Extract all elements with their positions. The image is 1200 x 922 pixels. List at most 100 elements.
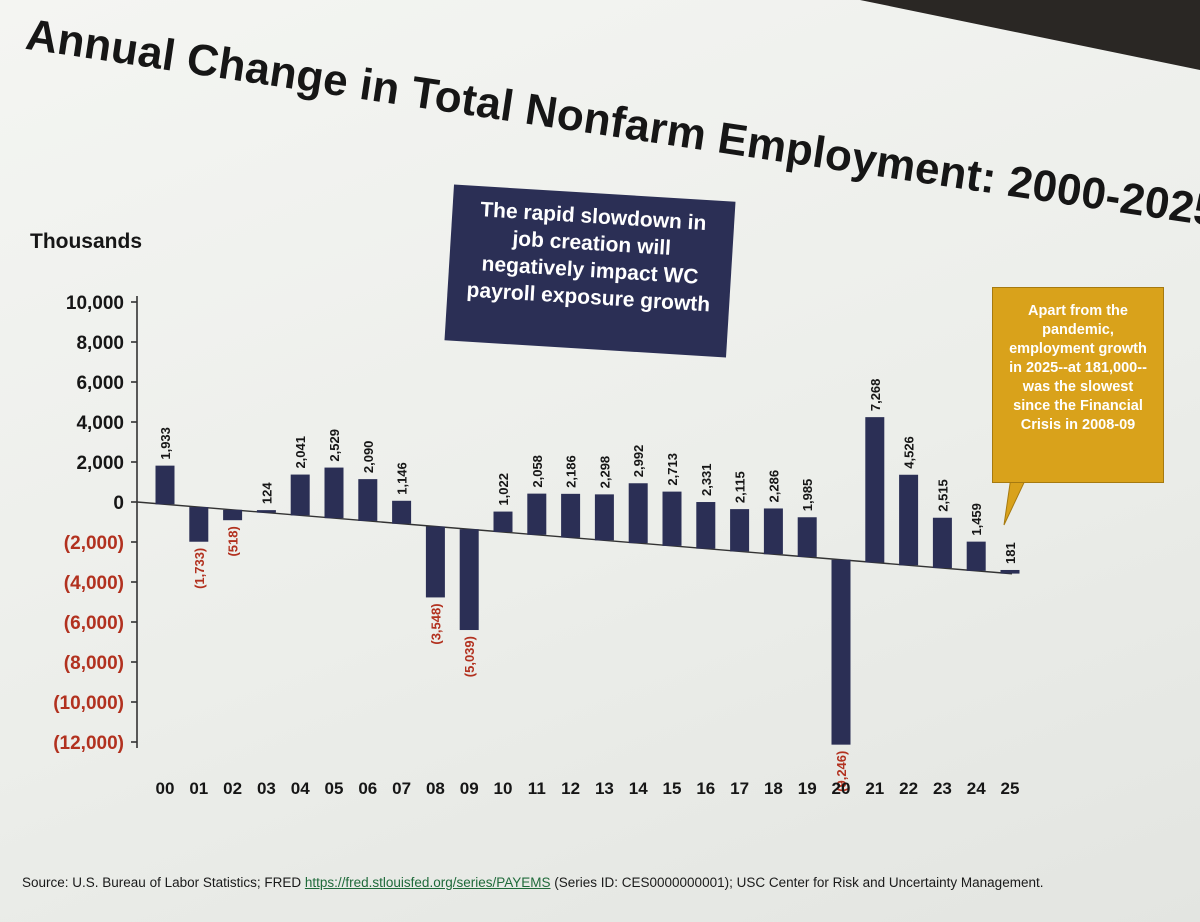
- bar: [628, 483, 648, 544]
- x-tick-label: 03: [257, 779, 276, 798]
- data-label: 4,526: [902, 436, 917, 469]
- x-tick-label: 15: [663, 779, 682, 798]
- fred-link[interactable]: https://fred.stlouisfed.org/series/PAYEM…: [304, 875, 551, 890]
- y-axis-label: Thousands: [30, 230, 143, 253]
- data-label: 2,041: [293, 436, 308, 469]
- y-tick-label: (8,000): [64, 653, 124, 674]
- x-tick-label: 05: [325, 779, 344, 798]
- y-tick-label: (2,000): [64, 533, 124, 554]
- bar: [696, 502, 716, 549]
- data-label: 1,146: [395, 462, 410, 495]
- data-label: (9,246): [834, 751, 849, 792]
- data-label: 2,090: [361, 441, 376, 474]
- x-tick-label: 24: [967, 779, 986, 798]
- x-tick-label: 16: [696, 779, 715, 798]
- x-tick-label: 01: [189, 779, 208, 798]
- y-tick-label: 4,000: [76, 413, 124, 434]
- y-tick-label: 8,000: [76, 333, 124, 354]
- data-label: (1,733): [192, 548, 207, 589]
- x-tick-label: 22: [899, 779, 918, 798]
- pandemic-callout: Apart from the pandemic, employment grow…: [992, 287, 1164, 483]
- bar: [425, 526, 445, 598]
- data-label: 1,459: [969, 503, 984, 536]
- data-label: 124: [259, 482, 274, 504]
- data-label: (518): [226, 526, 241, 556]
- y-tick-label: (12,000): [53, 733, 124, 754]
- y-tick-label: 0: [113, 493, 124, 514]
- bar: [324, 467, 344, 519]
- data-label: 1,933: [158, 427, 173, 460]
- x-tick-label: 20: [832, 779, 851, 798]
- data-label: 1,985: [800, 479, 815, 512]
- x-tick-label: 21: [865, 779, 884, 798]
- bar: [561, 493, 581, 538]
- x-tick-label: 11: [528, 779, 546, 798]
- data-label: 2,713: [665, 453, 680, 486]
- y-tick-label: (10,000): [53, 693, 124, 714]
- x-tick-label: 25: [1001, 779, 1020, 798]
- bar: [155, 465, 175, 505]
- data-label: 1,022: [496, 473, 511, 506]
- bar: [358, 479, 378, 521]
- data-label: (5,039): [462, 636, 477, 677]
- slowdown-callout: The rapid slowdown in job creation will …: [444, 184, 736, 358]
- y-tick-label: 6,000: [76, 373, 124, 394]
- x-tick-label: 17: [730, 779, 749, 798]
- x-tick-label: 00: [156, 779, 175, 798]
- bar: [594, 494, 614, 541]
- x-tick-label: 07: [392, 779, 411, 798]
- bar: [189, 507, 209, 542]
- x-tick-label: 18: [764, 779, 783, 798]
- source-prefix: Source: U.S. Bureau of Labor Statistics;…: [22, 875, 305, 890]
- bar: [966, 541, 986, 571]
- source-suffix: (Series ID: CES0000000001); USC Center f…: [550, 875, 1044, 890]
- bar: [527, 493, 547, 535]
- data-label: 2,331: [699, 463, 714, 496]
- source-note: Source: U.S. Bureau of Labor Statistics;…: [22, 875, 1043, 890]
- bar: [662, 491, 682, 546]
- bar: [290, 474, 310, 516]
- x-tick-label: 04: [291, 779, 310, 798]
- bar: [459, 529, 479, 631]
- bar: [223, 509, 243, 521]
- bar: [831, 559, 851, 745]
- data-label: 181: [1003, 542, 1018, 564]
- bar: [797, 517, 817, 557]
- x-axis-labels: 00 01 02 03 04 05 06 07 08 09 10 11 12 13 14 15 16 17 18 19…: [156, 779, 1020, 798]
- bar: [1000, 569, 1020, 574]
- y-tick-label: (6,000): [64, 613, 124, 634]
- bar: [730, 509, 750, 552]
- x-tick-label: 02: [223, 779, 242, 798]
- x-tick-label: 09: [460, 779, 479, 798]
- bars: [155, 417, 1020, 745]
- x-tick-label: 12: [561, 779, 580, 798]
- y-tick-label: 2,000: [76, 453, 124, 474]
- bar: [899, 474, 919, 566]
- bar: [865, 417, 885, 563]
- bar: [493, 511, 513, 533]
- x-tick-label: 08: [426, 779, 445, 798]
- data-label: 2,298: [597, 456, 612, 489]
- callout-pointer: [1003, 470, 1030, 526]
- x-tick-label: 23: [933, 779, 952, 798]
- x-tick-label: 13: [595, 779, 614, 798]
- y-tick-label: 10,000: [66, 293, 124, 314]
- data-label: 2,529: [327, 429, 342, 462]
- y-tick-label: (4,000): [64, 573, 124, 594]
- bar: [763, 508, 783, 555]
- data-label: 2,115: [733, 471, 748, 503]
- bar: [256, 510, 276, 513]
- bar: [932, 517, 952, 569]
- data-labels: 1,933 (1,733) (518) 124 2,041 2,529 2,090 1,146…: [158, 379, 1018, 792]
- data-label: 2,058: [530, 455, 545, 488]
- x-tick-label: 19: [798, 779, 817, 798]
- x-tick-label: 06: [358, 779, 377, 798]
- x-tick-label: 14: [629, 779, 648, 798]
- y-axis: 10,000 8,000 6,000 4,000 2,000 0 (2,000) (4,000…: [53, 293, 1013, 754]
- data-label: 2,286: [766, 470, 781, 503]
- data-label: 7,268: [868, 379, 883, 412]
- data-label: 2,186: [564, 455, 579, 488]
- bar: [392, 500, 412, 524]
- data-label: 2,992: [631, 445, 646, 478]
